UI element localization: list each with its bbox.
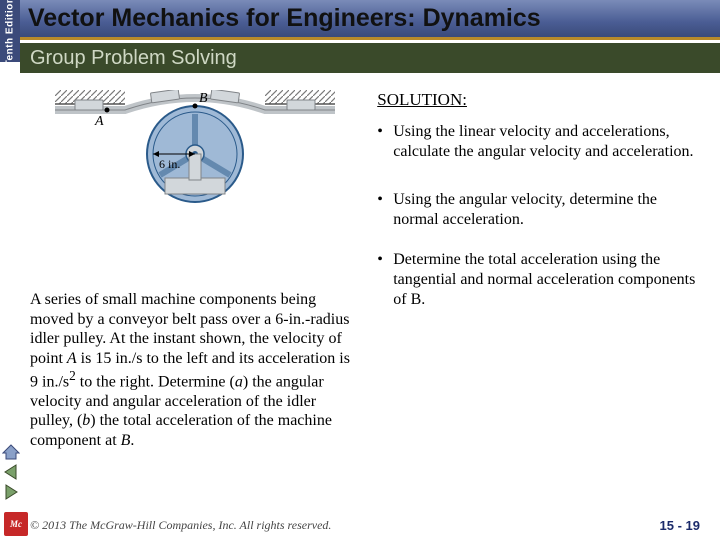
solution-heading: SOLUTION: — [377, 90, 700, 110]
left-column: 6 in. A B A series of small machine comp… — [30, 90, 359, 500]
content-area: 6 in. A B A series of small machine comp… — [30, 90, 700, 500]
solution-step: Using the angular velocity, determine th… — [377, 190, 700, 230]
point-b-label: B — [199, 91, 208, 106]
home-icon[interactable] — [2, 444, 20, 460]
solution-step: Determine the total acceleration using t… — [377, 250, 700, 310]
copyright-text: © 2013 The McGraw-Hill Companies, Inc. A… — [30, 518, 331, 533]
radius-label: 6 in. — [159, 157, 180, 171]
pulley-figure: 6 in. A B — [55, 90, 335, 220]
footer: © 2013 The McGraw-Hill Companies, Inc. A… — [0, 510, 720, 540]
book-title: Vector Mechanics for Engineers: Dynamics — [28, 4, 541, 33]
prev-icon[interactable] — [2, 464, 20, 480]
nav-icons — [2, 444, 20, 500]
next-icon[interactable] — [2, 484, 20, 500]
section-title: Group Problem Solving — [30, 47, 237, 70]
right-column: SOLUTION: Using the linear velocity and … — [377, 90, 700, 500]
subtitle-bar: Group Problem Solving — [20, 43, 720, 73]
solution-step: Using the linear velocity and accelerati… — [377, 122, 700, 162]
edition-tab: Tenth Edition — [0, 0, 20, 62]
page-number: 15 - 19 — [660, 518, 700, 533]
problem-statement: A series of small machine components bei… — [30, 290, 359, 450]
title-bar: Vector Mechanics for Engineers: Dynamics — [20, 0, 720, 40]
point-a-label: A — [94, 114, 104, 129]
edition-label: Tenth Edition — [5, 0, 16, 66]
solution-steps: Using the linear velocity and accelerati… — [377, 122, 700, 330]
